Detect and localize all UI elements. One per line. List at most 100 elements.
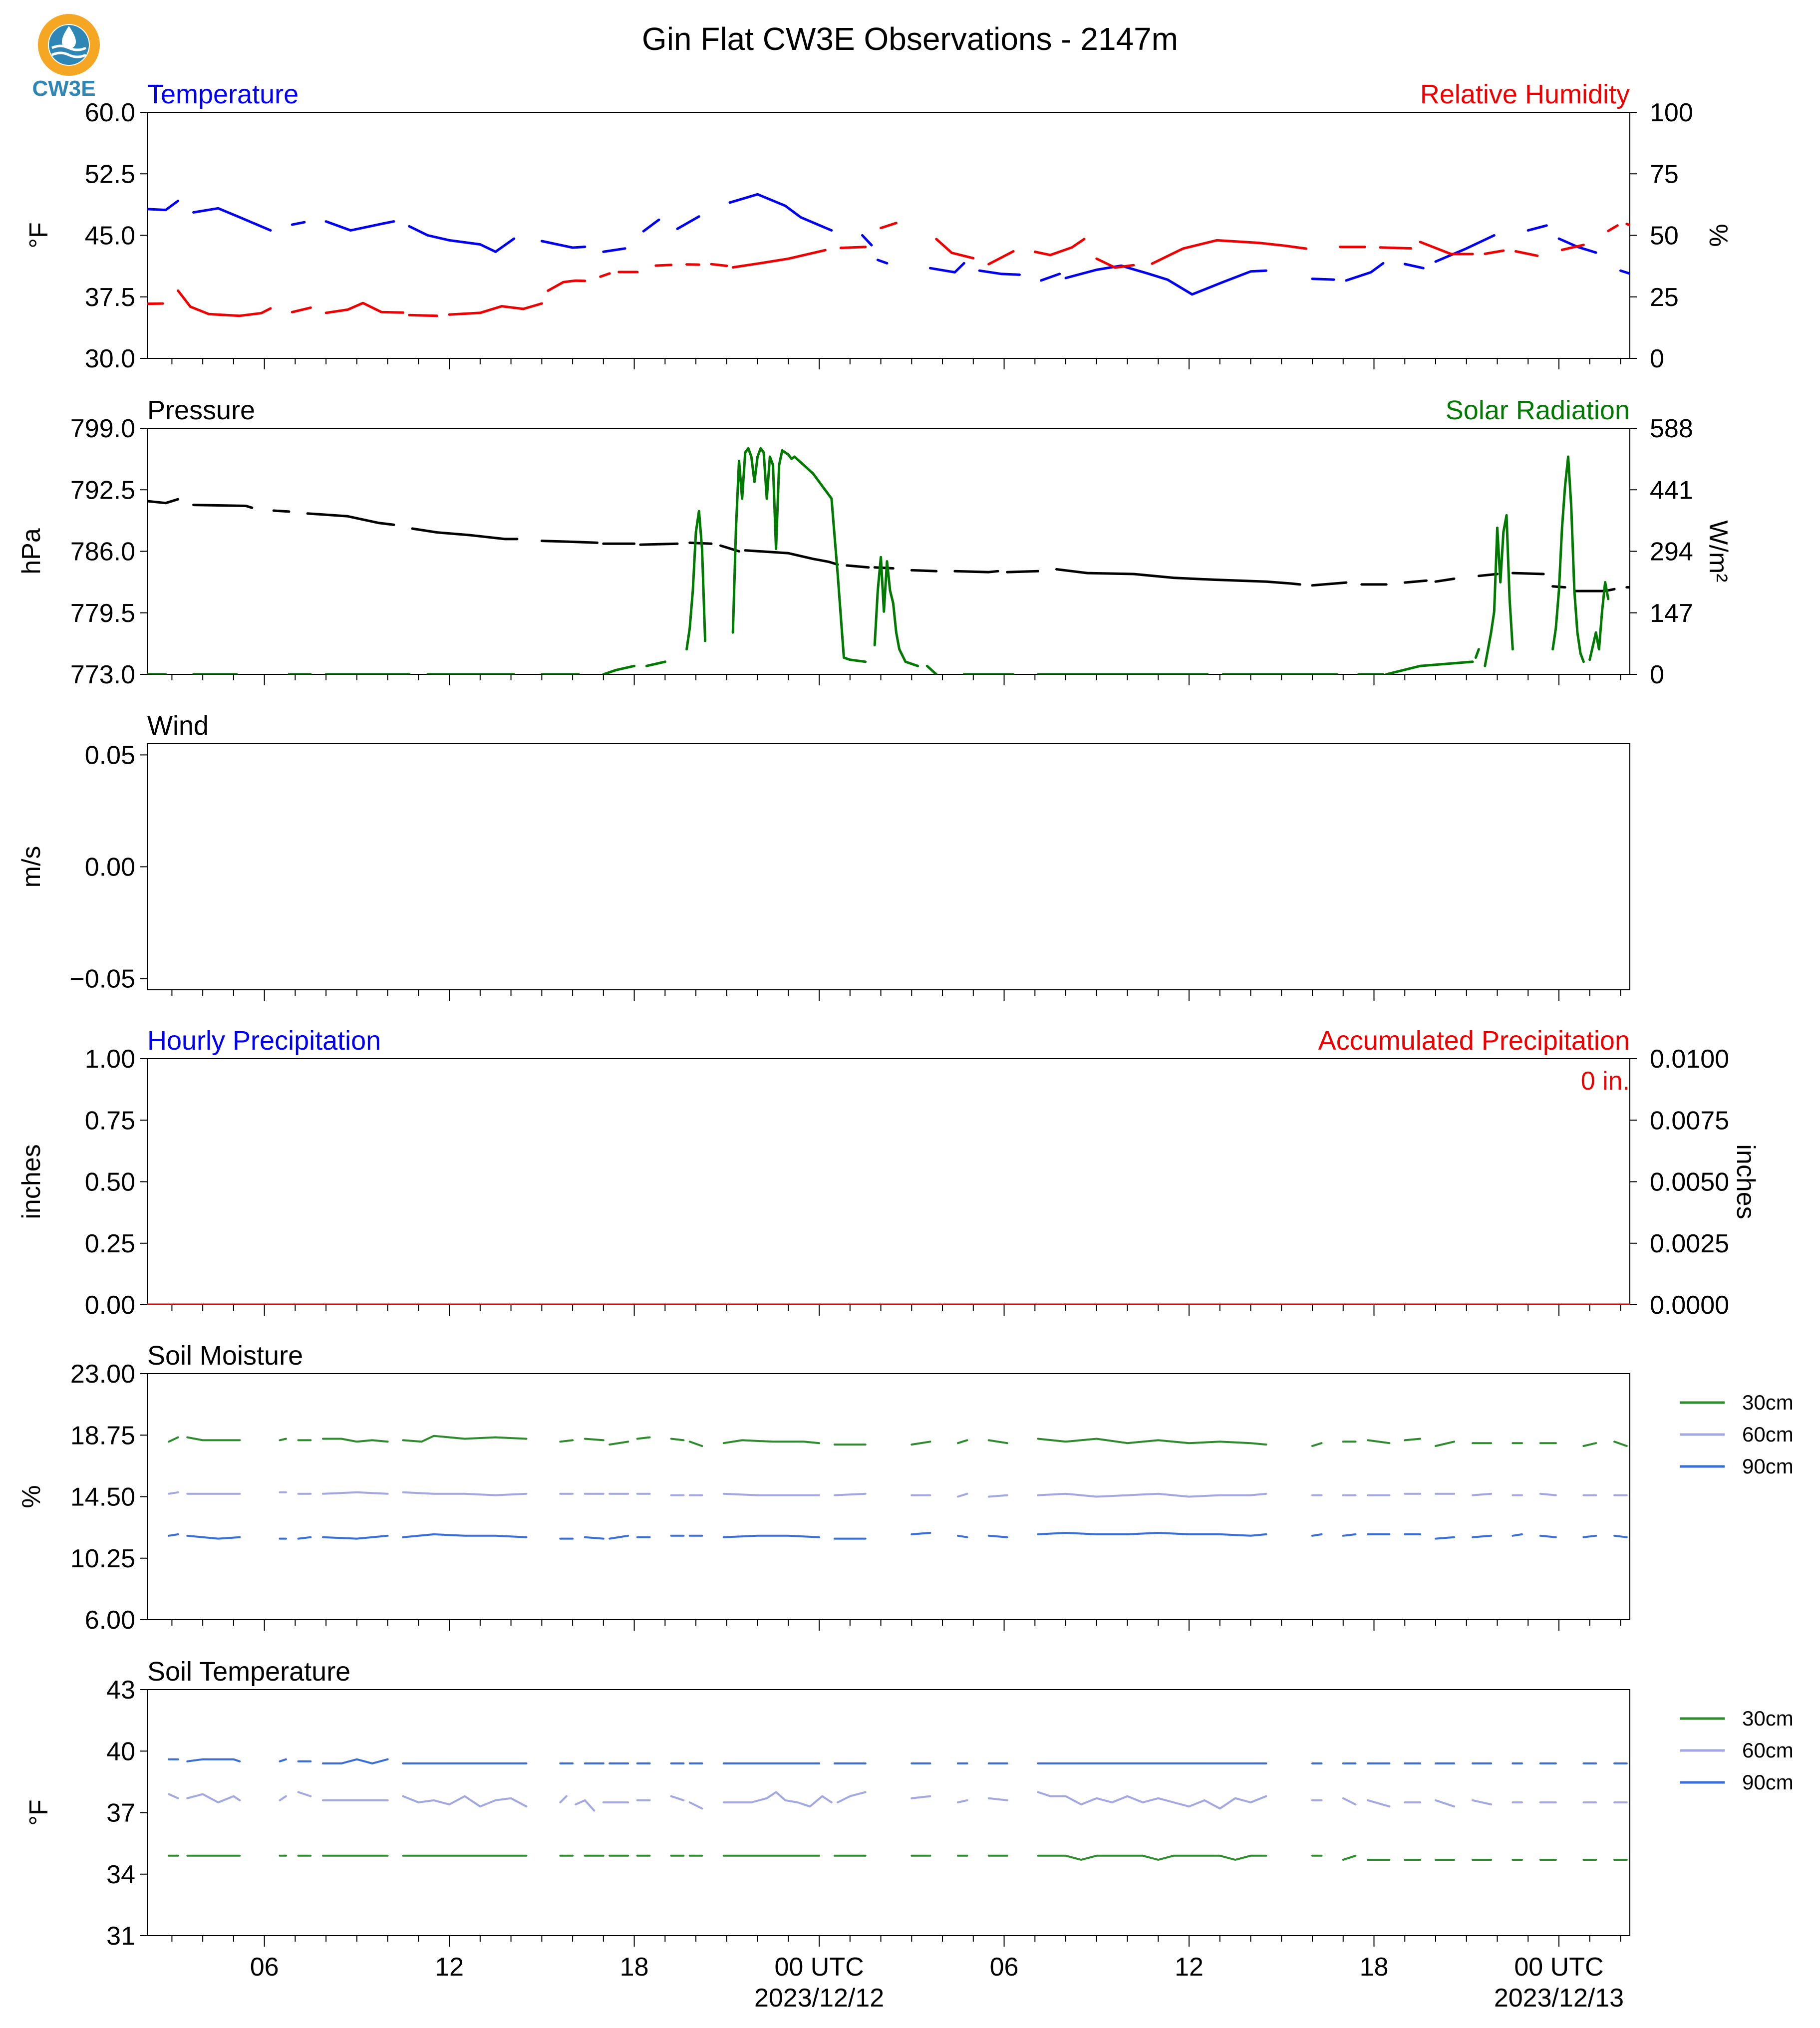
data-line [639,542,679,546]
data-line [1512,1533,1523,1537]
series-pressure [147,498,1630,592]
y-tick-label: 45.0 [85,222,135,251]
panels: Temperature Relative Humidity 30.0 37.5 45.0… [17,79,1794,2013]
panel-wind: Wind −0.05 0.00 0.05 m/s [17,711,1630,1001]
data-line [540,240,587,249]
y-tick-label: 779.5 [70,599,135,628]
data-line [731,447,867,663]
data-line [1379,246,1413,250]
data-line [731,249,827,269]
data-line [1435,1536,1455,1540]
data-line [186,1758,241,1762]
data-line [291,306,312,313]
data-line [575,1799,596,1812]
legend-label: 60cm [1742,1738,1794,1762]
data-line [676,215,700,230]
data-line [1403,263,1425,270]
panel-title-left: Wind [147,711,209,741]
data-line [322,1534,389,1540]
data-line [322,1438,389,1443]
data-line [861,234,873,247]
series-temperature [147,193,1630,296]
data-line [910,569,938,573]
data-line [1484,514,1514,667]
series-solar-radiation [147,447,1691,674]
y-right-tick-label: 25 [1650,283,1679,312]
x-tick-label: 12 [1175,1953,1204,1982]
x-tick-label: 00 UTC [774,1953,864,1982]
data-line [1342,1797,1357,1806]
data-line [956,1492,968,1498]
data-line [928,262,965,274]
data-line [297,1791,312,1797]
panel-title-right: Relative Humidity [1420,79,1630,109]
y-tick-label: 799.0 [70,414,135,443]
data-line [1033,238,1086,257]
data-line [1006,570,1039,574]
data-line [186,1534,241,1540]
data-line [599,272,611,278]
data-line [584,1536,605,1540]
data-line [1613,1441,1628,1447]
data-line [186,1793,241,1803]
legend-label: 60cm [1742,1423,1794,1446]
data-line [1625,223,1630,227]
legend-label: 30cm [1742,1391,1794,1414]
y-tick-label: 34 [106,1860,135,1889]
data-line [1434,234,1496,263]
data-line [408,225,516,253]
data-line [1484,249,1505,255]
y-tick-label: 773.0 [70,660,135,689]
data-line [1037,1532,1267,1537]
data-line [1613,1534,1628,1538]
data-line [1673,662,1691,666]
legend-label: 30cm [1742,1707,1794,1730]
y-tick-label: 0.25 [85,1229,135,1258]
data-line [192,504,254,509]
y-tick-label: 0.50 [85,1168,135,1197]
data-line [272,509,291,513]
data-line [177,289,272,317]
data-line [1551,455,1585,663]
data-line [608,1441,629,1446]
data-line [1345,262,1385,282]
data-line [1435,1799,1455,1808]
data-line [1588,581,1610,661]
x-tick-label: 18 [1360,1953,1389,1982]
x-tick-label: 18 [620,1953,649,1982]
y-right-tick-label: 100 [1650,98,1693,127]
y-right-tick-label: 0 [1650,344,1664,373]
series-30cm [168,1435,1628,1447]
data-line [297,1536,312,1540]
data-line [1419,241,1474,256]
data-line [710,263,728,268]
data-line [1472,1492,1493,1496]
y-axis-label: % [17,1485,46,1508]
data-line [1403,579,1428,584]
data-line [1515,250,1539,257]
data-line [547,279,587,292]
data-line [1573,587,1616,592]
data-line [722,1439,821,1445]
data-line [688,1801,703,1810]
data-line [147,302,164,305]
data-line [910,1441,931,1446]
plot-frame [147,1373,1630,1620]
y-axis-label: hPa [17,528,46,575]
y-right-tick-label: 75 [1650,160,1679,189]
data-line [192,207,272,232]
y-right-axis-label: W/m² [1704,520,1733,582]
data-line [186,1436,241,1442]
data-line [722,1791,833,1808]
data-line [1151,239,1308,265]
data-line [1342,1854,1357,1861]
logo-text: CW3E [32,76,95,101]
data-line [1055,568,1301,586]
accumulated-total-label: 0 in. [1581,1067,1630,1096]
data-line [685,510,707,651]
series-group [147,447,1691,674]
data-line [279,1438,287,1442]
x-tick-sublabel: 2023/12/12 [754,1984,884,2013]
data-line [1472,1799,1493,1806]
